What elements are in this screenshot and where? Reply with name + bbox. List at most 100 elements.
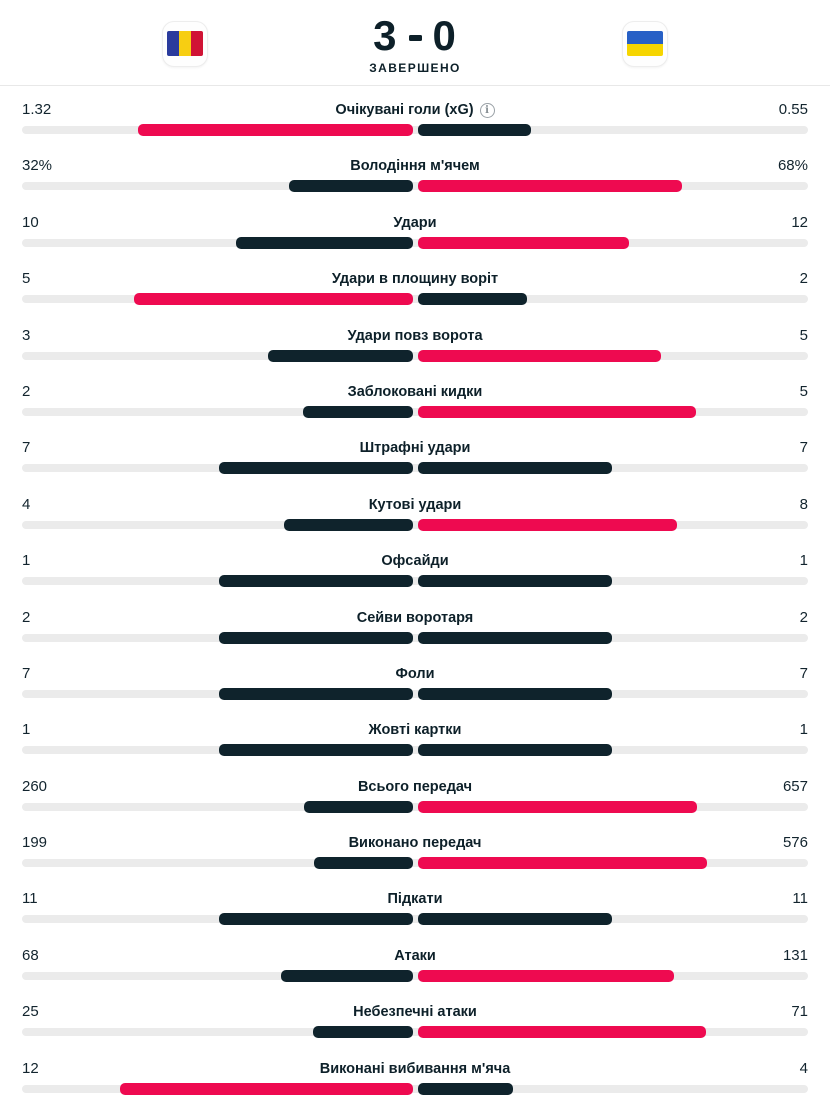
match-status: ЗАВЕРШЕНО <box>369 61 461 75</box>
stat-bar <box>22 744 808 757</box>
away-team-flag-button[interactable] <box>622 20 669 67</box>
away-bar <box>417 857 708 870</box>
home-value: 1.32 <box>22 101 52 118</box>
stat-label: Штрафні удари <box>359 440 471 457</box>
bar-track <box>22 971 808 980</box>
stat-bar <box>22 857 808 870</box>
away-value: 2 <box>799 270 808 288</box>
bar-track <box>22 577 808 586</box>
stat-bar <box>22 913 808 926</box>
away-bar <box>417 687 612 700</box>
stat-label: Очікувані голи (xG) <box>335 102 474 118</box>
stat-bar <box>22 1082 808 1095</box>
match-header: 3 0 ЗАВЕРШЕНО <box>0 0 830 86</box>
bar-track <box>22 802 808 811</box>
away-bar <box>417 800 697 813</box>
away-bar <box>417 518 677 531</box>
stat-label: Фоли <box>395 665 435 682</box>
bar-track <box>22 351 808 360</box>
away-score: 0 <box>432 12 457 59</box>
away-bar <box>417 1082 514 1095</box>
stat-row: 1.32 Очікувані голи (xG) i 0.55 <box>0 96 830 152</box>
stat-bar <box>22 462 808 475</box>
stat-label: Підкати <box>387 891 443 908</box>
score-block: 3 0 ЗАВЕРШЕНО <box>369 10 461 76</box>
stat-row: 32% Володіння м'ячем i 68% <box>0 152 830 208</box>
home-value: 32% <box>22 157 53 175</box>
home-value: 10 <box>22 213 39 231</box>
away-bar <box>417 405 696 418</box>
bar-track <box>22 126 808 134</box>
stat-row: 2 Сейви воротаря i 2 <box>0 604 830 660</box>
home-bar <box>303 800 413 813</box>
bar-track <box>22 746 808 755</box>
home-team-flag-button[interactable] <box>161 20 208 67</box>
stat-bar <box>22 969 808 982</box>
stat-label: Сейви воротаря <box>356 609 474 626</box>
bar-track <box>22 407 808 416</box>
stat-label: Офсайди <box>381 553 449 570</box>
home-bar <box>218 687 413 700</box>
bar-track <box>22 859 808 868</box>
stat-row: 260 Всього передач i 657 <box>0 773 830 829</box>
home-bar <box>218 913 413 926</box>
ukraine-flag-icon <box>627 31 664 56</box>
stat-label: Удари в площину воріт <box>331 271 499 288</box>
romania-flag-icon <box>166 31 203 56</box>
stat-row: 2 Заблоковані кидки i 5 <box>0 378 830 434</box>
home-value: 7 <box>22 439 31 457</box>
home-bar <box>289 180 413 193</box>
score-dash <box>408 34 422 41</box>
stat-bar <box>22 293 808 306</box>
away-bar <box>417 293 528 306</box>
home-bar <box>283 518 413 531</box>
away-bar <box>417 969 674 982</box>
bar-track <box>22 689 808 698</box>
away-value: 4 <box>799 1059 808 1077</box>
away-team-cell <box>461 19 830 67</box>
home-bar <box>218 462 413 475</box>
away-bar <box>417 913 612 926</box>
home-value: 7 <box>22 664 31 682</box>
stat-row: 25 Небезпечні атаки i 71 <box>0 998 830 1054</box>
stat-bar <box>22 575 808 588</box>
stat-bar <box>22 236 808 249</box>
away-bar <box>417 1026 706 1039</box>
stat-row: 10 Удари i 12 <box>0 209 830 265</box>
home-bar <box>302 405 413 418</box>
home-bar <box>137 124 413 136</box>
away-bar <box>417 575 612 588</box>
home-bar <box>218 575 413 588</box>
home-value: 2 <box>22 382 31 400</box>
info-icon[interactable]: i <box>479 102 495 118</box>
away-value: 12 <box>791 213 808 231</box>
bar-track <box>22 633 808 642</box>
stat-row: 1 Офсайди i 1 <box>0 547 830 603</box>
home-bar <box>218 631 413 644</box>
home-value: 1 <box>22 552 31 570</box>
home-bar <box>312 1026 413 1039</box>
bar-track <box>22 295 808 304</box>
home-value: 12 <box>22 1059 39 1077</box>
stat-label: Кутові удари <box>368 496 462 513</box>
home-value: 199 <box>22 834 48 852</box>
stat-bar <box>22 405 808 418</box>
home-bar <box>236 236 413 249</box>
away-value: 0.55 <box>778 101 808 118</box>
stat-bar <box>22 1026 808 1039</box>
away-value: 657 <box>782 777 808 795</box>
home-value: 68 <box>22 946 39 964</box>
home-value: 260 <box>22 777 48 795</box>
bar-track <box>22 520 808 529</box>
stat-bar <box>22 687 808 700</box>
stat-label: Удари <box>393 214 437 231</box>
home-value: 3 <box>22 326 31 344</box>
stat-row: 7 Фоли i 7 <box>0 660 830 716</box>
away-value: 11 <box>792 890 808 908</box>
stat-label: Жовті картки <box>368 722 462 739</box>
stat-row: 7 Штрафні удари i 7 <box>0 434 830 490</box>
stat-bar <box>22 631 808 644</box>
away-value: 7 <box>799 664 808 682</box>
away-bar <box>417 631 612 644</box>
home-bar <box>267 349 413 362</box>
